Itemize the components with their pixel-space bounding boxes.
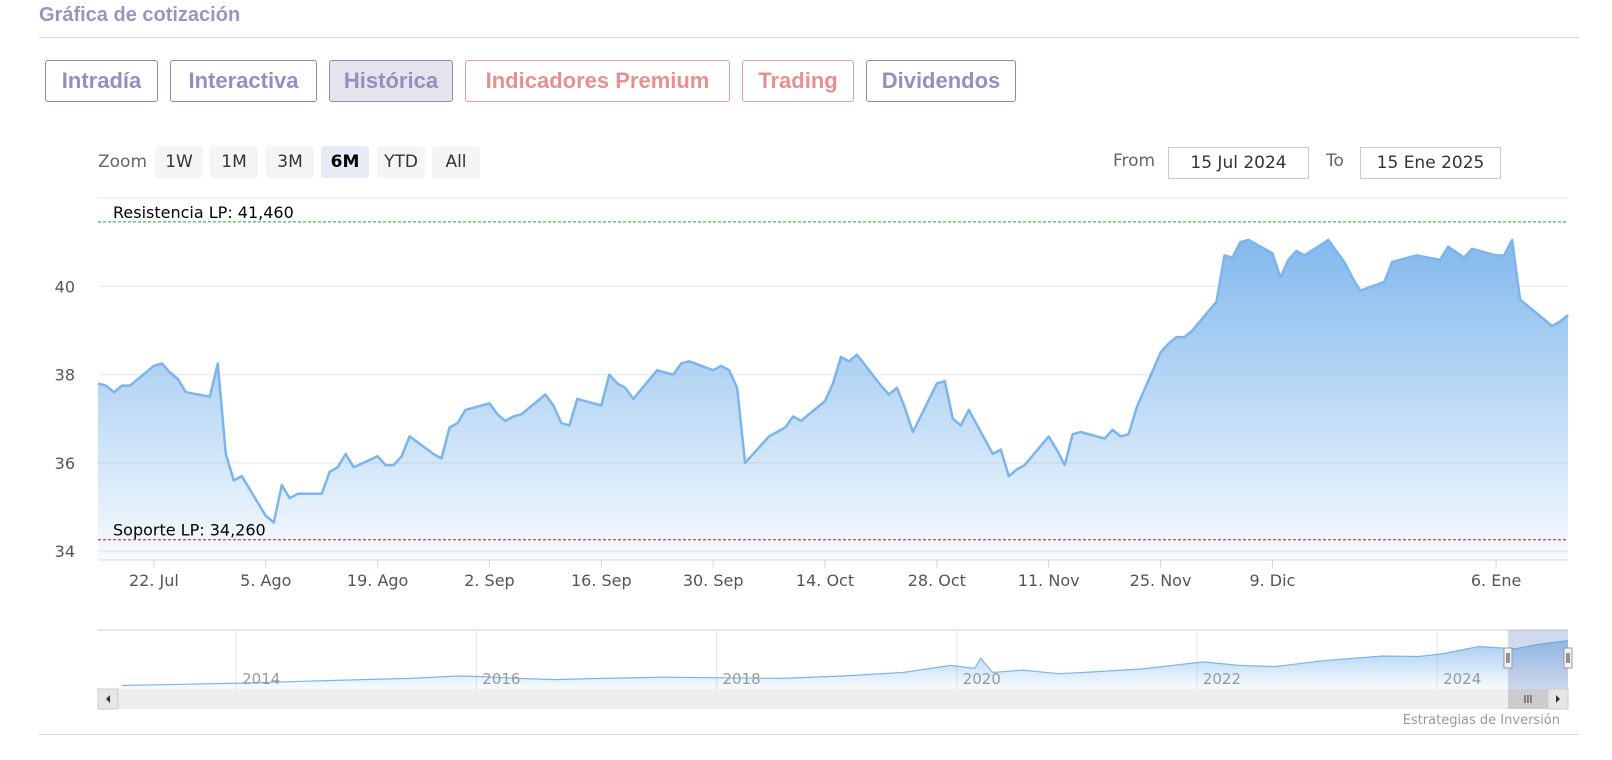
x-tick-label: 28. Oct (908, 571, 966, 590)
zoom-3m-button[interactable]: 3M (266, 146, 314, 178)
navigator-year-label: 2018 (723, 670, 761, 688)
page-title: Gráfica de cotización (39, 4, 241, 26)
handle-body (1503, 647, 1513, 669)
x-tick-label: 11. Nov (1018, 571, 1080, 590)
title-divider (39, 37, 1579, 38)
navigator-handle-right (1563, 647, 1573, 669)
zoom-ytd-button[interactable]: YTD (377, 146, 425, 178)
tab-indicadores-premium[interactable]: Indicadores Premium (465, 60, 730, 102)
tab-dividendos[interactable]: Dividendos (866, 60, 1016, 102)
x-tick-label: 30. Sep (683, 571, 744, 590)
zoom-label: Zoom (98, 152, 148, 172)
x-tick-label: 22. Jul (129, 571, 179, 590)
from-label: From (1113, 151, 1156, 171)
x-tick-label: 5. Ago (240, 571, 291, 590)
scroll-right-arrow-icon (1556, 695, 1560, 703)
x-tick-label: 9. Dic (1249, 571, 1295, 590)
bottom-divider (39, 734, 1579, 735)
chart-grid (98, 197, 1568, 552)
tab-interactiva[interactable]: Interactiva (170, 60, 317, 102)
tab-trading[interactable]: Trading (742, 60, 854, 102)
zoom-1m-button[interactable]: 1M (210, 146, 258, 178)
scrollbar-track (98, 689, 1568, 709)
to-date-input[interactable]: 15 Ene 2025 (1360, 147, 1501, 179)
x-tick-label: 2. Sep (464, 571, 515, 590)
zoom-1w-button[interactable]: 1W (155, 146, 203, 178)
navigator-area (122, 640, 1568, 689)
y-tick-label: 40 (55, 277, 75, 296)
x-tick-label: 16. Sep (571, 571, 632, 590)
price-line (97, 238, 1569, 524)
y-tick-label: 34 (55, 542, 75, 561)
navigator-year-label: 2024 (1443, 670, 1481, 688)
plot-lines: Resistencia LP: 41,460 Soporte LP: 34,260 (98, 203, 1568, 541)
tab-historica[interactable]: Histórica (329, 60, 453, 102)
x-tick-label: 25. Nov (1130, 571, 1192, 590)
navigator: 2014 2016 2018 2020 2022 2024 (97, 629, 1573, 710)
scroll-left-bg (97, 688, 119, 710)
y-axis: 34 36 38 40 (55, 277, 75, 561)
chart-credits: Estrategias de Inversión (1402, 713, 1560, 728)
resistance-label: Resistencia LP: 41,460 (113, 203, 294, 222)
scroll-right-bg (1547, 688, 1569, 710)
x-axis: 22. Jul 5. Ago 19. Ago 2. Sep 16. Sep 30. Sep… (98, 559, 1568, 590)
navigator-year-label: 2016 (482, 670, 520, 688)
scrollbar-left-button (97, 688, 119, 710)
x-tick-label: 14. Oct (796, 571, 854, 590)
navigator-year-label: 2014 (242, 670, 280, 688)
support-label: Soporte LP: 34,260 (113, 521, 266, 540)
y-tick-label: 36 (55, 454, 75, 473)
scroll-left-arrow-icon (106, 695, 110, 703)
x-tick-label: 6. Ene (1471, 571, 1521, 590)
navigator-selected-range (1507, 630, 1568, 689)
from-date-input[interactable]: 15 Jul 2024 (1168, 147, 1309, 179)
handle-body (1563, 647, 1573, 669)
price-area-fill (98, 239, 1568, 560)
y-tick-label: 38 (55, 366, 75, 385)
to-label: To (1326, 151, 1344, 171)
navigator-year-label: 2020 (963, 670, 1001, 688)
scrollbar-right-button (1547, 688, 1569, 710)
navigator-handle-left (1503, 647, 1513, 669)
zoom-6m-button[interactable]: 6M (321, 146, 369, 178)
thumb-body (1507, 689, 1548, 709)
zoom-all-button[interactable]: All (432, 146, 480, 178)
navigator-line (121, 640, 1569, 687)
navigator-year-label: 2022 (1203, 670, 1241, 688)
x-tick-label: 19. Ago (347, 571, 408, 590)
scrollbar-thumb (1507, 689, 1548, 709)
tab-intradia[interactable]: Intradía (45, 60, 158, 102)
chart-area (97, 238, 1569, 560)
